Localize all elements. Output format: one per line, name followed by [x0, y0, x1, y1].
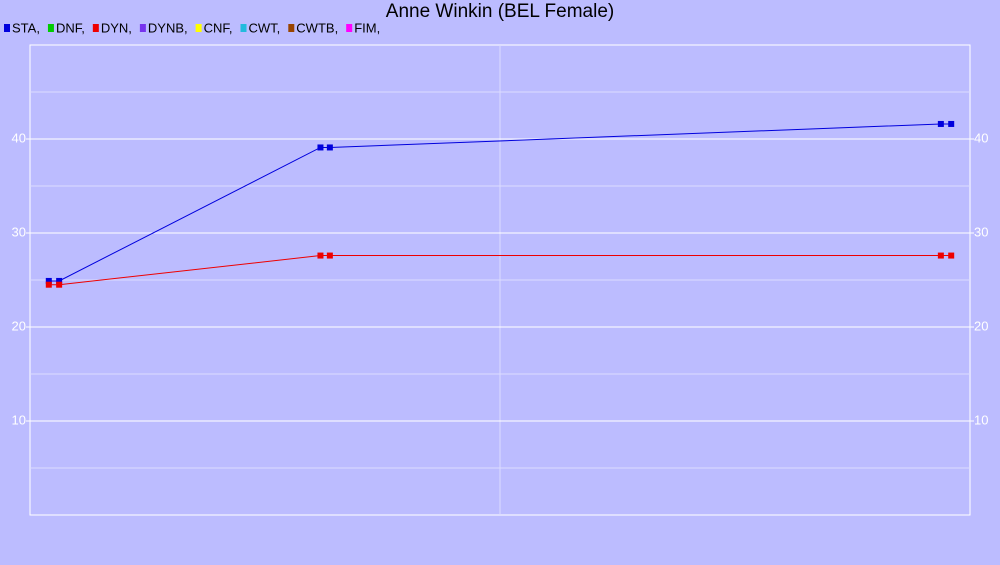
point — [326, 144, 333, 151]
point — [948, 252, 955, 259]
y2-tick-label: 20 — [974, 318, 988, 333]
legend-swatch — [139, 24, 146, 32]
legend-label: CWTB, — [296, 20, 338, 35]
legend-swatch — [288, 24, 295, 32]
point — [56, 277, 63, 284]
legend-label: DYNB, — [148, 20, 188, 35]
legend-label: CWT, — [249, 20, 281, 35]
legend-label: STA, — [12, 20, 40, 35]
legend-swatch — [195, 24, 202, 32]
point — [326, 252, 333, 259]
legend-swatch — [240, 24, 247, 32]
point — [317, 144, 324, 151]
y2-tick-label: 30 — [974, 224, 988, 239]
point — [317, 252, 324, 259]
legend-swatch — [92, 24, 99, 32]
point — [45, 281, 52, 288]
point — [948, 120, 955, 127]
point — [937, 252, 944, 259]
chart-title: Anne Winkin (BEL Female) — [386, 1, 614, 22]
y2-tick-label: 10 — [974, 412, 988, 427]
legend-label: DNF, — [56, 20, 85, 35]
y-tick-label: 30 — [12, 224, 26, 239]
legend-label: FIM, — [354, 20, 380, 35]
point — [937, 120, 944, 127]
point — [56, 281, 63, 288]
y2-tick-label: 40 — [974, 130, 988, 145]
legend-label: DYN, — [101, 20, 132, 35]
point — [45, 277, 52, 284]
legend-swatch — [47, 24, 54, 32]
y-tick-label: 10 — [12, 412, 26, 427]
y-tick-label: 40 — [12, 130, 26, 145]
legend-swatch — [4, 24, 10, 32]
y-tick-label: 20 — [12, 318, 26, 333]
legend-swatch — [346, 24, 353, 32]
legend-label: CNF, — [204, 20, 233, 35]
